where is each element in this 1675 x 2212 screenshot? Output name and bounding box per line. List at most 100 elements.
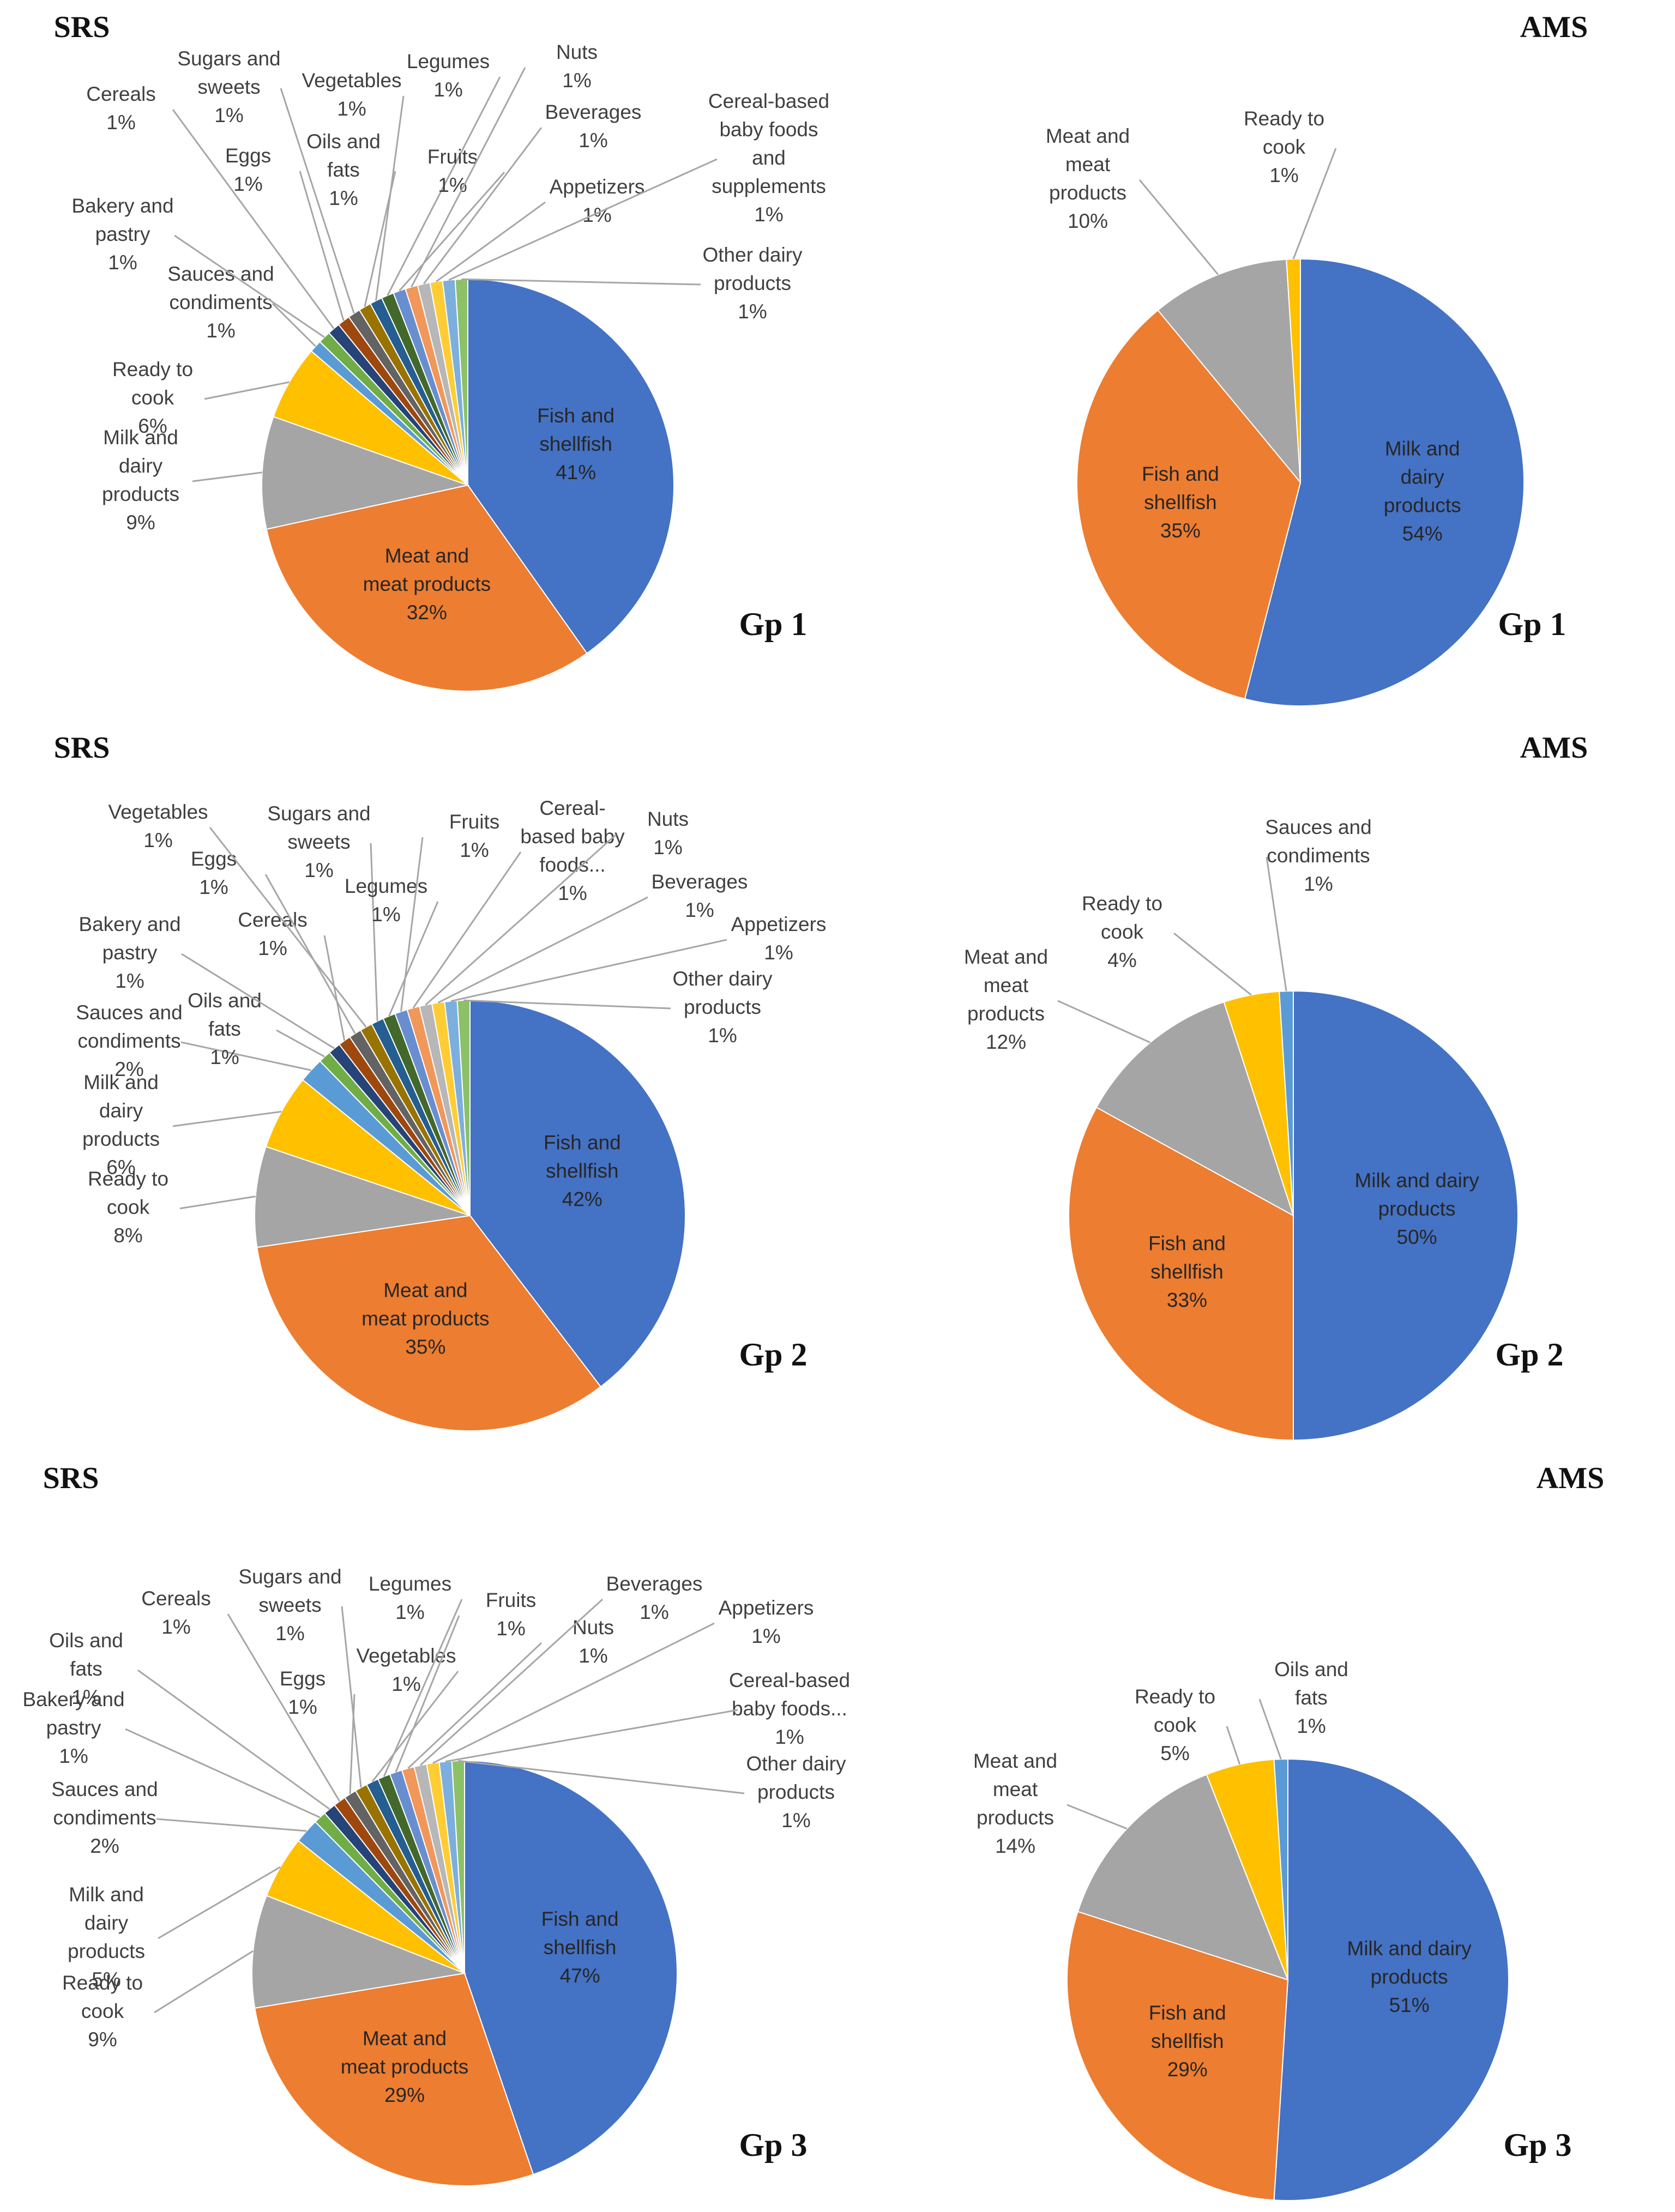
slice-label-nuts: Nuts 1% — [556, 41, 598, 92]
leader-line-ready-to-cook — [179, 1195, 256, 1210]
slice-label-milk-and-dairy-products: Milk and dairy products 9% — [102, 426, 179, 534]
leader-line-sauces-and-condiments — [156, 1818, 307, 1832]
slice-label-appetizers: Appetizers 1% — [731, 913, 827, 964]
panel-title: SRS — [54, 731, 110, 765]
leader-line-appetizers — [450, 939, 727, 1002]
slice-label-fish-and-shellfish: Fish and shellfish 29% — [1149, 2002, 1226, 2081]
panel-group-label: Gp 3 — [739, 2127, 807, 2163]
slice-label-ready-to-cook: Ready to cook 6% — [112, 358, 193, 437]
panel-title: AMS — [1520, 10, 1588, 44]
pie-panel-srs-gp-3: SRS Gp 3 Fish and shellfish 47% Meat and meat … — [22, 1461, 850, 2187]
slice-label-legumes: Legumes 1% — [369, 1573, 451, 1623]
leader-line-beverages — [419, 1598, 604, 1766]
slice-label-ready-to-cook: Ready to cook 4% — [1082, 892, 1162, 971]
slice-label-milk-and-dairy-products: Milk and dairy products 6% — [82, 1071, 160, 1178]
slice-label-other-dairy-products: Other dairy products 1% — [672, 968, 773, 1047]
pie-slice-meat-and-meat-products — [256, 1214, 602, 1431]
slice-label-other-dairy-products: Other dairy products 1% — [702, 244, 803, 323]
slice-label-meat-and-meat-products: Meat and meat products 35% — [361, 1279, 489, 1358]
slice-label-legumes: Legumes 1% — [407, 50, 490, 101]
slice-label-meat-and-meat-products: Meat and meat products 29% — [341, 2027, 468, 2106]
leader-line-cereal-based-baby-foods — [445, 1709, 738, 1763]
leader-line-sauces-and-condiments — [180, 1041, 311, 1071]
slice-label-eggs: Eggs 1% — [280, 1667, 326, 1718]
pie-slice-fish-and-shellfish — [469, 999, 686, 1388]
panel-title: AMS — [1520, 731, 1588, 765]
slice-label-bakery-and-pastry: Bakery and pastry 1% — [79, 913, 180, 992]
panel-group-label: Gp 2 — [1495, 1337, 1563, 1373]
pie-slice-meat-and-meat-products — [254, 1972, 534, 2187]
slice-label-milk-and-dairy-products: Milk and dairy products 50% — [1354, 1169, 1479, 1248]
slice-label-oils-and-fats: Oils and fats 1% — [188, 989, 262, 1068]
pie-slice-milk-and-dairy-products — [1273, 1758, 1509, 2201]
leader-line-legumes — [383, 1599, 463, 1777]
slice-label-ready-to-cook: Ready to cook 9% — [62, 1972, 143, 2051]
slice-label-sauces-and-condiments: Sauces and condiments 2% — [51, 1778, 158, 1857]
slice-label-fish-and-shellfish: Fish and shellfish 33% — [1148, 1232, 1226, 1311]
leader-line-cereal-based-baby-foods — [412, 851, 522, 1008]
pie-slice-fish-and-shellfish — [1076, 309, 1302, 700]
pie-slice-fish-and-shellfish — [467, 278, 674, 654]
pie-slice-fish-and-shellfish — [1068, 1107, 1294, 1441]
leader-line-ready-to-cook — [1226, 1726, 1241, 1765]
leader-line-sauces-and-condiments — [1266, 856, 1287, 992]
slice-label-vegetables: Vegetables 1% — [356, 1645, 456, 1695]
slice-label-cereals: Cereals 1% — [238, 909, 308, 959]
slice-label-eggs: Eggs 1% — [225, 144, 271, 195]
pie-slice-fish-and-shellfish — [1067, 1911, 1289, 2201]
leader-line-cereals — [172, 109, 335, 329]
leader-line-oils-and-fats — [137, 1669, 330, 1810]
leader-line-sugars-and-sweets — [280, 88, 355, 314]
leader-line-bakery-and-pastry — [174, 234, 325, 338]
panel-group-label: Gp 2 — [739, 1337, 807, 1373]
leader-line-nuts — [407, 1642, 543, 1769]
leader-line-cereals — [227, 1613, 341, 1802]
slice-label-fruits: Fruits 1% — [449, 811, 500, 861]
leader-line-ready-to-cook — [154, 1950, 254, 2014]
slice-label-fish-and-shellfish: Fish and shellfish 35% — [1142, 463, 1219, 542]
slice-label-fruits: Fruits 1% — [427, 146, 478, 196]
pie-slice-ready-to-cook — [273, 350, 468, 486]
pie-slice-milk-and-dairy-products — [1244, 258, 1525, 706]
leader-line-milk-and-dairy-products — [192, 472, 262, 482]
slice-label-oils-and-fats: Oils and fats 1% — [306, 130, 381, 209]
slice-label-bakery-and-pastry: Bakery and pastry 1% — [71, 195, 173, 274]
panel-title: AMS — [1537, 1461, 1604, 1495]
leader-line-other-dairy-products — [458, 1760, 745, 1794]
slice-label-vegetables: Vegetables 1% — [108, 801, 208, 851]
leader-line-beverages — [438, 896, 648, 1004]
slice-label-sugars-and-sweets: Sugars and sweets 1% — [267, 802, 370, 881]
slice-label-fish-and-shellfish: Fish and shellfish 42% — [544, 1131, 621, 1210]
slice-label-sauces-and-condiments: Sauces and condiments 2% — [76, 1001, 182, 1080]
leader-line-fruits — [399, 172, 505, 292]
pie-slice-ready-to-cook — [251, 1895, 467, 2009]
slice-label-eggs: Eggs 1% — [191, 848, 237, 898]
slice-label-ready-to-cook: Ready to cook 8% — [88, 1168, 168, 1247]
pie-slice-meat-and-meat-products — [1095, 1001, 1294, 1217]
slice-label-sauces-and-condiments: Sauces and condiments 1% — [167, 263, 274, 342]
pie-panel-ams-gp-2: AMS Gp 2 Milk and dairy products 50% Fish and… — [964, 731, 1588, 1441]
pie-slice-milk-and-dairy-products — [265, 1079, 471, 1216]
leader-line-fruits — [395, 1615, 460, 1773]
leader-line-oils-and-fats — [276, 1029, 326, 1057]
leader-line-appetizers — [432, 1622, 715, 1764]
pie-slice-milk-and-dairy-products — [1293, 990, 1519, 1441]
slice-label-cereals: Cereals 1% — [86, 83, 156, 134]
leader-line-ready-to-cook — [1292, 148, 1337, 259]
pie-slice-meat-and-meat-products — [266, 484, 588, 692]
slice-label-cereal-based-baby-foods-and-supplements: Cereal-based baby foods and supplements 1% — [708, 90, 829, 226]
leader-line-ready-to-cook — [1173, 932, 1252, 996]
leader-line-vegetables — [375, 95, 405, 301]
slice-label-vegetables: Vegetables 1% — [302, 69, 401, 120]
slice-label-ready-to-cook: Ready to cook 5% — [1135, 1685, 1215, 1764]
slice-label-fish-and-shellfish: Fish and shellfish 41% — [537, 404, 614, 484]
pie-panel-ams-gp-3: AMS Gp 3 Milk and dairy products 51% Fish and… — [973, 1461, 1604, 2201]
leader-line-sugars-and-sweets — [370, 843, 378, 1022]
panel-group-label: Gp 3 — [1503, 2127, 1571, 2163]
leader-line-bakery-and-pastry — [125, 1728, 321, 1818]
leader-line-ready-to-cook — [204, 381, 290, 400]
panel-title: SRS — [43, 1461, 99, 1495]
leader-line-nuts — [411, 67, 526, 288]
slice-label-meat-and-meat-products: Meat and meat products 14% — [973, 1750, 1057, 1857]
slice-label-beverages: Beverages 1% — [652, 871, 748, 921]
